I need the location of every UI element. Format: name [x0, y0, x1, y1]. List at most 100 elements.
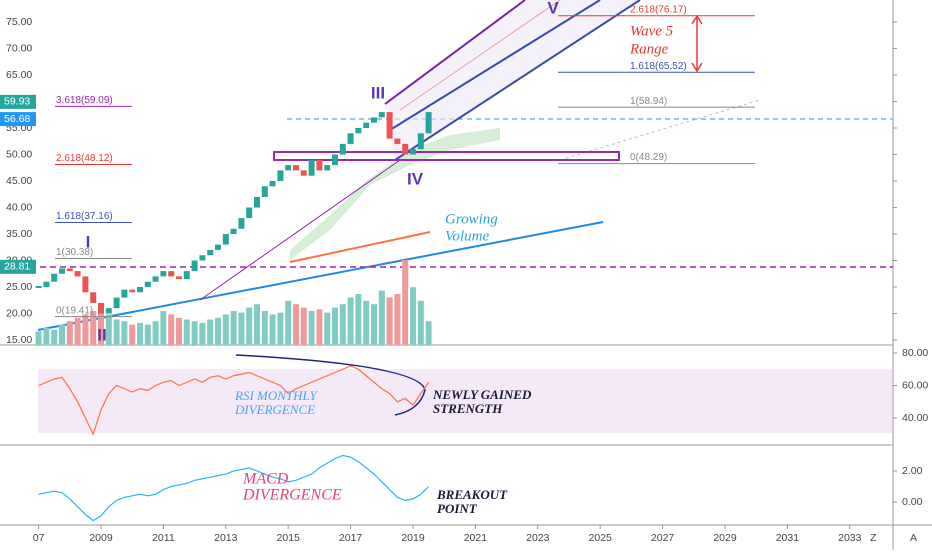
- annotation: BREAKOUT: [436, 487, 508, 502]
- projection-line: [559, 99, 761, 161]
- volume-bar: [339, 304, 346, 345]
- x-tick-label: 2023: [526, 532, 550, 544]
- fib-label: 1.618(65.52): [630, 61, 687, 72]
- candle: [74, 271, 81, 277]
- candle: [168, 271, 175, 277]
- price-badge-label: 28.81: [4, 261, 30, 273]
- y-tick-label: 70.00: [6, 42, 32, 54]
- candle: [300, 170, 307, 176]
- candle: [98, 302, 104, 314]
- candle: [137, 287, 143, 293]
- fib-label: 1.618(37.16): [56, 211, 113, 222]
- x-tick-label: 2009: [89, 532, 113, 544]
- candle: [144, 281, 151, 287]
- candle: [246, 207, 253, 219]
- volume-bar: [152, 321, 159, 345]
- candle: [183, 271, 190, 280]
- candle: [410, 149, 416, 155]
- volume-bar: [316, 309, 323, 345]
- fib-label: 0(19.41): [56, 305, 93, 316]
- volume-bar: [113, 319, 120, 345]
- candle: [332, 154, 338, 166]
- price-badge-label: 56.68: [4, 113, 30, 125]
- volume-bar: [394, 294, 401, 345]
- y-tick-label: 45.00: [6, 175, 32, 187]
- fib-label: 0(48.29): [630, 152, 667, 163]
- candle: [51, 273, 58, 282]
- trend-line: [199, 159, 401, 301]
- macd-line: [38, 454, 430, 522]
- x-tick-label: 2015: [277, 532, 301, 544]
- candle: [160, 271, 167, 277]
- volume-bar: [35, 331, 42, 345]
- candle: [363, 122, 370, 128]
- volume-bar: [215, 317, 221, 345]
- candle: [277, 170, 284, 181]
- wave-label: II: [97, 325, 106, 344]
- candle: [82, 276, 89, 293]
- divergence-curve: [235, 354, 426, 416]
- candle: [394, 138, 401, 144]
- volume-bar: [137, 322, 143, 345]
- volume-bar: [98, 307, 104, 345]
- volume-bar: [168, 314, 175, 345]
- x-tick-label: 2033: [838, 532, 862, 544]
- annotation: RSI MONTHLY: [234, 388, 318, 403]
- volume-bar: [222, 314, 229, 345]
- candle: [261, 186, 268, 197]
- wave-label: V: [547, 0, 559, 17]
- wave-label: IV: [407, 169, 424, 188]
- fib-label: 2.618(76.17): [630, 4, 687, 15]
- x-tick-label: 2019: [401, 532, 425, 544]
- wave-label: I: [86, 232, 91, 251]
- candle: [293, 165, 299, 171]
- candle: [371, 117, 377, 123]
- volume-bar: [230, 311, 237, 345]
- candle: [230, 228, 237, 234]
- volume-bar: [355, 294, 362, 345]
- candle: [269, 181, 276, 187]
- support-box: [273, 151, 620, 161]
- y-tick-label: 50.00: [6, 148, 32, 160]
- volume-bar: [144, 324, 151, 345]
- volume-bar: [246, 307, 253, 345]
- x-tick-label: 2011: [152, 532, 175, 544]
- volume-bar: [183, 319, 190, 345]
- macd-tick-label: 0.00: [902, 496, 923, 508]
- annotation: MACD: [242, 471, 289, 488]
- candle: [324, 165, 331, 171]
- channel-line: [384, 0, 526, 105]
- volume-bar: [285, 300, 292, 345]
- volume-bar: [324, 312, 331, 345]
- annotation: NEWLY GAINED: [432, 387, 532, 402]
- x-tick-label: 2017: [339, 532, 363, 544]
- candle: [285, 165, 292, 171]
- rsi-tick-label: 40.00: [902, 412, 928, 424]
- volume-bar: [160, 311, 167, 345]
- volume-bar: [386, 297, 393, 345]
- volume-bar: [51, 329, 58, 345]
- volume-bar: [293, 304, 299, 345]
- candle: [121, 289, 128, 298]
- arrow-head: [691, 62, 703, 73]
- candle: [378, 112, 385, 118]
- price-badge: [0, 259, 36, 274]
- y-tick-label: 25.00: [6, 281, 32, 293]
- price-badge-label: 59.93: [4, 96, 30, 108]
- candle: [59, 268, 65, 274]
- candle: [129, 289, 136, 293]
- volume-bar: [277, 312, 284, 345]
- candle: [238, 218, 245, 229]
- volume-bar: [129, 324, 136, 345]
- corner-icon: Z: [870, 532, 877, 544]
- y-tick-label: 65.00: [6, 69, 32, 81]
- fib-label: 1(58.94): [630, 96, 667, 107]
- annotation: Wave 5: [630, 23, 674, 39]
- candle: [207, 249, 214, 256]
- candle: [199, 255, 206, 261]
- volume-bar: [121, 321, 128, 345]
- annotation: DIVERGENCE: [242, 487, 342, 504]
- candle: [105, 308, 112, 314]
- moving-average: [289, 231, 431, 263]
